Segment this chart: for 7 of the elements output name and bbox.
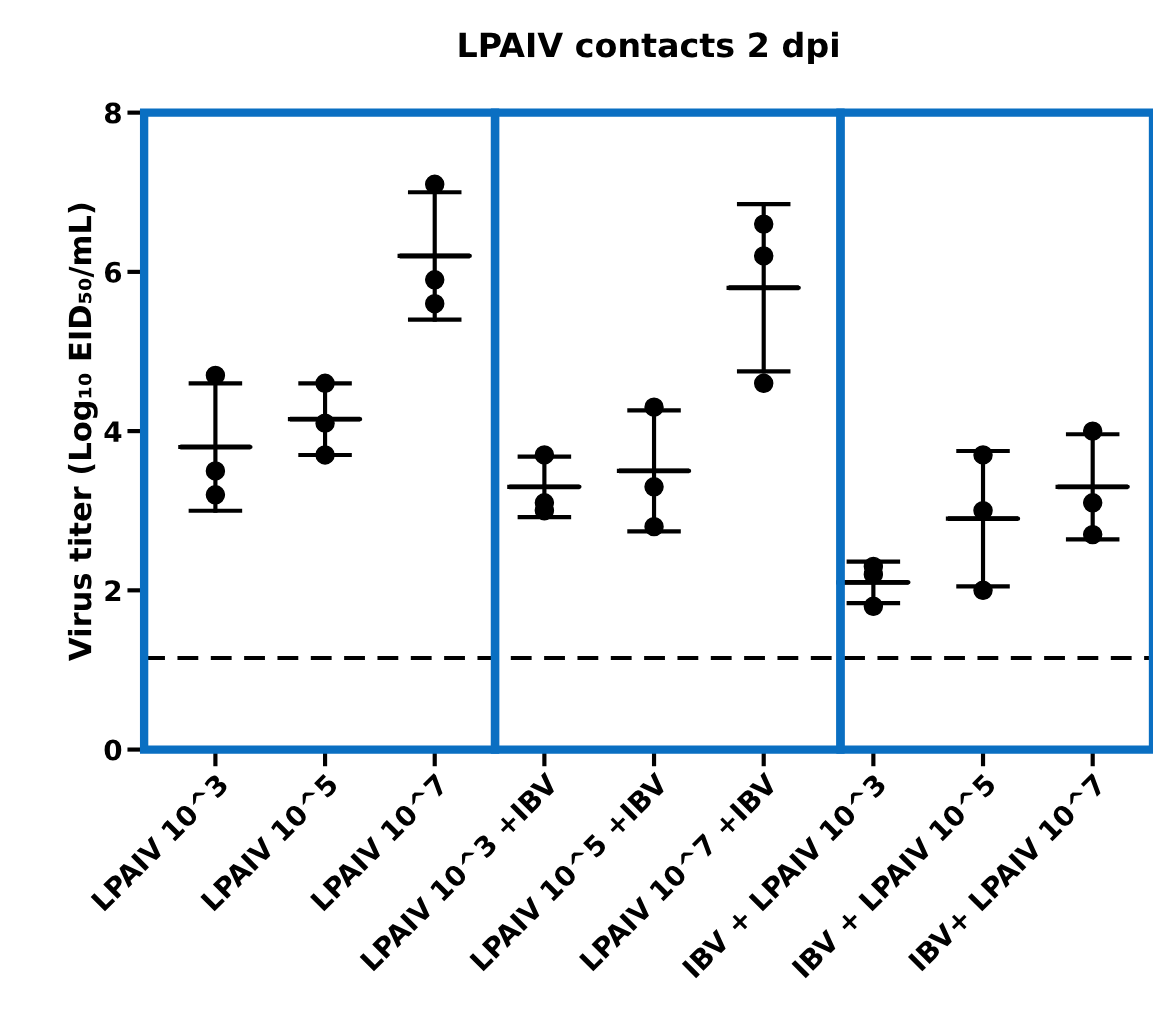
y-tick-label: 0 (104, 739, 122, 761)
y-tick-label: 8 (104, 102, 121, 124)
chart-title: LPAIV contacts 2 dpi (459, 31, 838, 65)
y-tick-label: 4 (104, 421, 122, 442)
y-tick-label: 2 (105, 580, 121, 601)
y-tick-label: 6 (104, 261, 122, 283)
y-axis-title: Virus titer (Log₁₀ EID₅₀/mL) (67, 203, 98, 661)
